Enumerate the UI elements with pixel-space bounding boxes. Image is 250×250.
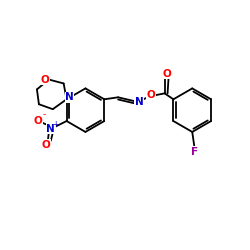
Text: O: O: [146, 90, 155, 100]
Text: O: O: [40, 74, 49, 85]
Text: +: +: [52, 120, 59, 128]
Text: O: O: [42, 140, 50, 150]
Text: O: O: [34, 116, 42, 126]
Text: N: N: [65, 92, 74, 102]
Text: N: N: [134, 97, 143, 107]
Text: F: F: [191, 147, 198, 157]
Text: -: -: [42, 110, 45, 120]
Text: O: O: [162, 68, 171, 78]
Text: N: N: [46, 124, 55, 134]
